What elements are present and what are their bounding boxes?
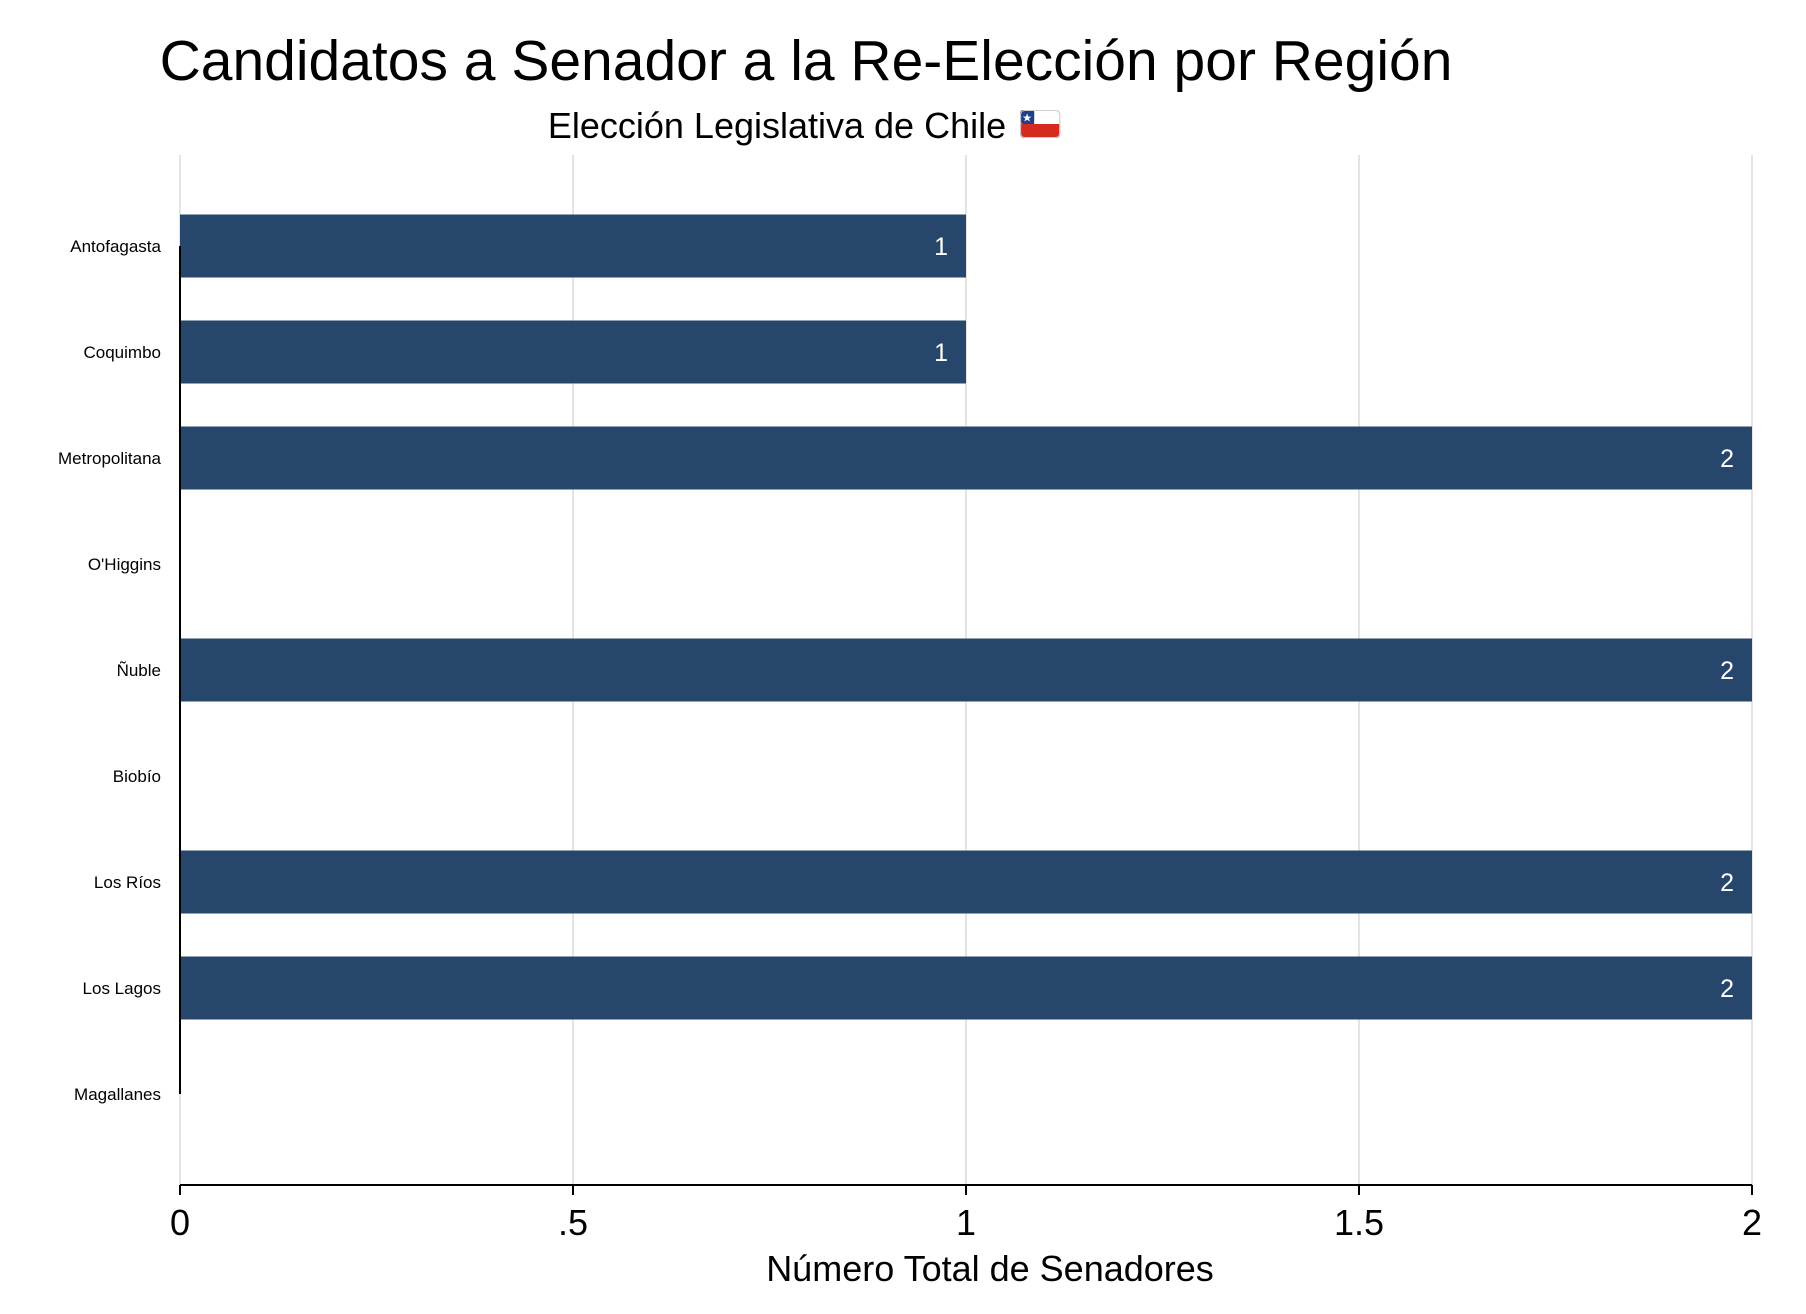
- chart-title: Candidatos a Senador a la Re-Elección po…: [160, 29, 1453, 93]
- y-tick-label-1: Coquimbo: [84, 343, 162, 362]
- x-tick-label-0: 0: [170, 1202, 190, 1243]
- bar-1: [180, 320, 966, 384]
- x-tick-label-4: 2: [1742, 1202, 1762, 1243]
- y-tick-label-7: Los Lagos: [83, 979, 161, 998]
- bars: [180, 214, 1752, 1020]
- bar-value-label-7: 2: [1720, 975, 1734, 1003]
- bar-value-label-1: 1: [934, 339, 948, 367]
- y-tick-label-0: Antofagasta: [70, 237, 161, 256]
- bar-7: [180, 956, 1752, 1020]
- bar-value-label-2: 2: [1720, 445, 1734, 473]
- chile-flag-icon: [1020, 110, 1061, 138]
- bar-6: [180, 850, 1752, 914]
- y-tick-label-4: Ñuble: [117, 661, 161, 680]
- bar-value-label-4: 2: [1720, 657, 1734, 685]
- y-tick-label-6: Los Ríos: [94, 873, 161, 892]
- x-axis: 0 .5 1 1.5 2: [170, 1184, 1762, 1243]
- bar-value-labels: 1 1 2 2 2 2: [934, 233, 1734, 1003]
- chart-subtitle: Elección Legislativa de Chile: [548, 105, 1006, 146]
- bar-value-label-6: 2: [1720, 869, 1734, 897]
- bar-2: [180, 426, 1752, 490]
- y-tick-label-2: Metropolitana: [58, 449, 162, 468]
- y-tick-label-8: Magallanes: [74, 1085, 161, 1104]
- y-axis: Antofagasta Coquimbo Metropolitana O'Higgin…: [58, 237, 181, 1104]
- x-axis-title: Número Total de Senadores: [766, 1248, 1214, 1289]
- bar-value-label-0: 1: [934, 233, 948, 261]
- bar-4: [180, 638, 1752, 702]
- x-tick-label-2: 1: [956, 1202, 976, 1243]
- x-tick-label-1: .5: [558, 1202, 588, 1243]
- y-tick-label-3: O'Higgins: [88, 555, 161, 574]
- bar-0: [180, 214, 966, 278]
- x-tick-label-3: 1.5: [1334, 1202, 1384, 1243]
- y-tick-label-5: Biobío: [113, 767, 161, 786]
